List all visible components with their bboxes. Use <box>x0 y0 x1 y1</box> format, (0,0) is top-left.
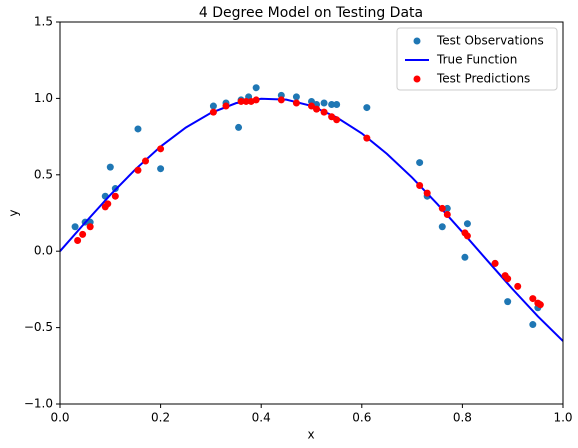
point <box>504 275 512 283</box>
point <box>235 123 243 131</box>
plot-frame <box>59 21 564 405</box>
y-axis-label: y <box>7 209 21 216</box>
point <box>536 301 544 309</box>
point <box>333 101 341 109</box>
x-tick-label: 0.8 <box>453 411 472 425</box>
point <box>363 134 371 142</box>
y-tick-label: 0.0 <box>34 244 53 258</box>
point <box>463 220 471 228</box>
y-tick-label: −0.5 <box>24 320 53 334</box>
x-tick-label: 1.0 <box>553 411 572 425</box>
point <box>461 253 469 261</box>
point <box>277 96 285 104</box>
point <box>209 108 217 116</box>
true-function-line <box>59 97 564 342</box>
point <box>416 181 424 189</box>
point <box>157 165 165 173</box>
point <box>71 223 79 231</box>
point <box>363 104 371 112</box>
point <box>514 282 522 290</box>
point <box>491 259 499 267</box>
point <box>134 166 142 174</box>
x-axis-label: x <box>307 428 314 442</box>
point <box>504 298 512 306</box>
x-tick-label: 0.6 <box>352 411 371 425</box>
point <box>142 157 150 165</box>
point <box>74 237 82 245</box>
point <box>134 125 142 133</box>
point <box>79 230 87 238</box>
point <box>328 101 336 109</box>
point <box>252 96 260 104</box>
x-tick-label: 0.4 <box>252 411 271 425</box>
point <box>209 102 217 110</box>
point <box>443 204 451 212</box>
y-tick-label: 0.5 <box>34 167 53 181</box>
x-tick-label: 0.2 <box>151 411 170 425</box>
point <box>416 159 424 167</box>
point <box>104 200 112 208</box>
point <box>463 232 471 240</box>
legend-box <box>396 27 558 91</box>
point <box>292 99 300 107</box>
point <box>86 223 94 231</box>
point <box>438 223 446 231</box>
point <box>320 108 328 116</box>
x-tick-label: 0.0 <box>50 411 69 425</box>
legend-label: Test Predictions <box>436 72 530 86</box>
point <box>237 97 245 105</box>
legend-label: Test Observations <box>436 34 544 48</box>
legend-label: True Function <box>436 53 517 67</box>
point <box>252 84 260 92</box>
point <box>292 93 300 101</box>
point <box>328 113 336 121</box>
y-tick-label: 1.5 <box>34 15 53 29</box>
point <box>222 102 230 110</box>
y-tick-label: −1.0 <box>24 397 53 411</box>
legend-marker <box>413 37 421 45</box>
chart-title: 4 Degree Model on Testing Data <box>199 5 423 21</box>
point <box>308 102 315 110</box>
point <box>157 145 165 153</box>
point <box>106 163 114 171</box>
point <box>242 97 250 105</box>
point <box>438 204 446 212</box>
y-tick-label: 1.0 <box>34 91 53 105</box>
point <box>529 321 537 329</box>
point <box>529 295 537 303</box>
legend-marker <box>413 75 421 83</box>
point <box>443 211 451 219</box>
point <box>320 99 328 107</box>
point <box>111 192 119 200</box>
point <box>333 116 341 124</box>
point <box>313 105 321 113</box>
point <box>423 189 431 197</box>
